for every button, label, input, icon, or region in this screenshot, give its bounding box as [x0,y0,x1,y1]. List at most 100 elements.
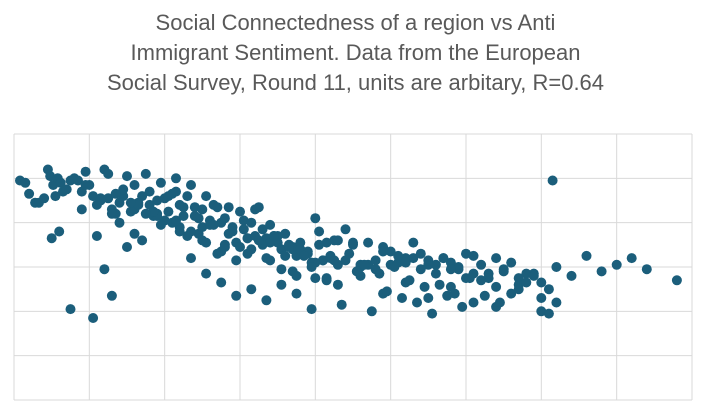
data-point [317,255,328,266]
data-point [125,197,136,208]
data-point [363,237,374,248]
data-point [430,259,441,270]
data-point [46,233,57,244]
data-point [419,281,430,292]
data-point [24,188,35,199]
data-point [276,264,287,275]
data-point [103,193,114,204]
data-point [201,237,212,248]
data-point [547,175,558,186]
data-point [178,202,189,213]
data-point [246,284,257,295]
data-point [299,250,309,261]
data-point [50,191,61,202]
data-point [155,219,166,230]
data-point [453,262,464,272]
data-point [55,177,66,188]
data-point [133,199,144,210]
data-point [140,208,151,219]
data-point [238,215,249,226]
data-point [223,228,234,239]
data-point [314,239,325,250]
data-point [129,180,140,190]
data-point [261,295,272,306]
data-point [464,273,475,284]
data-point [80,180,91,190]
data-point [468,297,479,308]
data-point [310,213,321,224]
data-point [332,235,343,246]
data-point [445,264,456,275]
data-point [408,253,419,264]
data-point [551,297,562,308]
data-point [314,226,325,237]
data-point [374,268,385,279]
data-point [412,297,422,308]
data-point [479,290,490,301]
data-point [306,304,317,315]
data-point [114,217,125,228]
data-point [449,288,460,299]
data-point [171,186,181,197]
data-point [340,224,351,235]
data-point [370,255,381,266]
data-point [461,248,471,259]
data-point [596,266,607,277]
data-point [231,255,242,266]
data-point [513,284,524,295]
data-point [122,242,132,252]
chart-title: Social Connectedness of a region vs Anti… [0,8,711,98]
data-point [201,268,212,279]
data-point [73,175,83,186]
data-point [171,173,181,184]
data-point [144,186,155,197]
data-point [408,237,419,248]
data-point [581,250,592,261]
data-point [521,277,532,288]
data-point [536,293,547,303]
data-point [280,228,291,239]
data-point [118,184,129,195]
data-point [163,206,174,217]
data-point [366,306,377,317]
data-point [423,259,434,270]
data-point [76,204,87,215]
data-point [257,224,268,235]
data-point [310,273,321,284]
data-point [152,195,163,206]
data-point [434,279,445,290]
data-point [235,242,245,252]
data-point [276,279,287,290]
data-point [321,275,332,286]
data-point [137,235,148,246]
data-point [415,248,426,259]
data-point [476,275,487,286]
data-point [566,270,577,281]
data-point [291,288,302,299]
data-point [332,279,343,290]
data-point [378,246,389,257]
data-point [88,313,99,323]
data-point [430,268,441,279]
data-point [110,188,121,199]
data-point [404,275,415,286]
data-point [280,250,291,261]
data-point [223,202,234,213]
data-point [427,308,438,319]
data-point [611,259,622,270]
data-point [91,231,102,241]
data-point [106,290,117,301]
data-point [506,288,517,299]
data-point [491,281,502,292]
data-point [543,308,554,319]
data-point [189,202,200,213]
data-point [253,202,264,213]
data-point [385,246,396,257]
data-point [231,290,242,301]
data-point [494,297,505,308]
data-point [521,268,532,279]
data-point [438,253,449,264]
data-point [306,262,317,272]
data-point [321,237,332,248]
